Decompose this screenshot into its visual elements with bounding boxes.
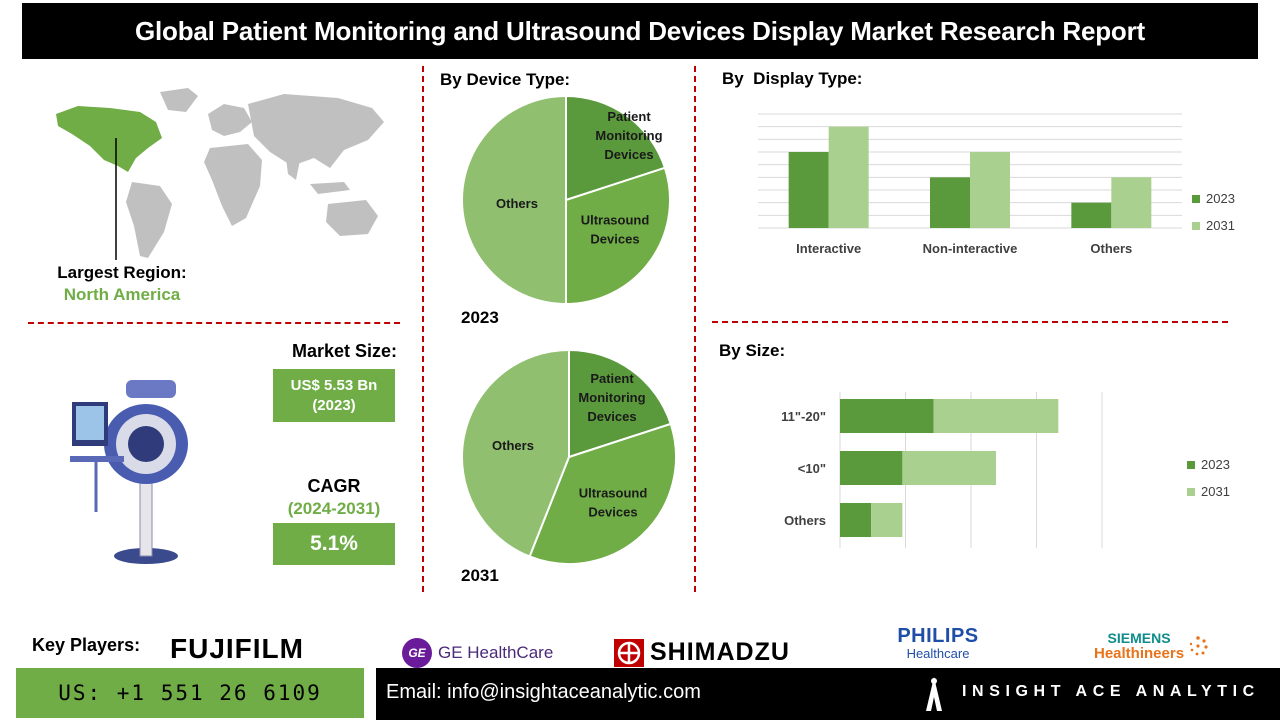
size-category-label: Others	[784, 513, 826, 528]
philips-logo: PHILIPS Healthcare	[892, 625, 984, 663]
display-category-label: Others	[1090, 241, 1132, 256]
siemens-sub: Healthineers	[1094, 645, 1185, 662]
size-bar-2023-1	[840, 451, 903, 485]
display-legend-label-2023: 2023	[1206, 191, 1235, 206]
siemens-name: SIEMENS	[1107, 630, 1171, 646]
world-map	[56, 88, 384, 260]
size-bar-2031-2	[871, 503, 903, 537]
pie-chart-2031: Patient Monitoring Devices Ultrasound Device…	[460, 348, 677, 565]
philips-name: PHILIPS	[897, 625, 979, 647]
cagr-value: 5.1%	[273, 523, 395, 565]
display-type-title: By Display Type:	[722, 69, 863, 88]
shimadzu-emblem-icon	[614, 638, 644, 667]
pie-slice-2023-2	[461, 94, 567, 306]
greenland-shape	[160, 88, 198, 112]
display-bar-2023-2	[1071, 202, 1112, 228]
siemens-dots-icon	[1189, 636, 1208, 656]
pie-label-2023-1: Ultrasound Devices	[581, 213, 650, 247]
display-legend-swatch-2031	[1192, 222, 1200, 230]
display-category-label: Non-interactive	[923, 241, 1018, 256]
australia-shape	[326, 200, 378, 236]
display-bar-2023-1	[930, 177, 970, 228]
display-legend-label-2031: 2031	[1206, 218, 1235, 233]
footer-phone: US: +1 551 26 6109	[16, 668, 364, 718]
display-legend-swatch-2023	[1192, 195, 1200, 203]
pie-slice-2031-0	[568, 348, 673, 459]
ge-badge-icon: GE	[402, 638, 432, 668]
footer-brand: INSIGHT ACE ANALYTIC	[962, 683, 1260, 700]
footer-bar: Email: info@insightaceanalytic.com INSIG…	[376, 668, 1280, 720]
device-type-title: By Device Type:	[440, 70, 571, 89]
pie-label-2031-2: Others	[492, 438, 534, 453]
size-category-label: 11"-20"	[781, 409, 826, 424]
shimadzu-name: SHIMADZU	[650, 638, 790, 666]
size-bar-2023-0	[840, 399, 934, 433]
pie-label-2023-0: Patient Monitoring Devices	[595, 109, 662, 162]
size-legend-swatch-2023	[1187, 461, 1195, 469]
south-america-shape	[126, 182, 172, 258]
divider-right	[712, 321, 1228, 323]
ge-healthcare-name: GE HealthCare	[438, 643, 554, 662]
asia-shape	[248, 94, 384, 168]
ultrasound-machine-icon	[70, 380, 188, 564]
report-title: Global Patient Monitoring and Ultrasound…	[22, 3, 1258, 59]
size-bar-2031-0	[933, 399, 1059, 433]
size-title: By Size:	[719, 341, 786, 360]
fujifilm-logo: FUJIFILM	[170, 633, 304, 664]
size-bar-2031-1	[902, 451, 996, 485]
display-type-bar-chart: Interactive Non-interactive Others 2023 2031	[758, 113, 1235, 256]
divider-left	[28, 322, 400, 324]
pie-chart-2023: Patient Monitoring Devices Ultrasound Device…	[461, 94, 672, 306]
india-shape	[286, 158, 300, 180]
pie-label-2031-1: Ultrasound Devices	[579, 486, 648, 520]
size-bar-chart: 11"-20" <10" Others 2023 2031	[781, 392, 1230, 548]
africa-shape	[204, 144, 262, 226]
north-america-shape	[56, 106, 162, 172]
display-category-label: Interactive	[796, 241, 861, 256]
display-bar-2031-0	[828, 126, 869, 228]
key-players-label: Key Players:	[32, 635, 141, 655]
market-size-box: US$ 5.53 Bn (2023)	[273, 369, 395, 422]
siemens-healthineers-logo: SIEMENS Healthineers	[1094, 630, 1209, 662]
insight-ace-logo-icon	[926, 677, 942, 711]
cagr-label: CAGR	[307, 476, 361, 496]
pie-year-2031: 2031	[461, 566, 499, 585]
divider-vertical-right	[694, 66, 696, 592]
pie-slice-2023-1	[565, 166, 672, 306]
largest-region-value: North America	[63, 285, 181, 304]
pie-year-2023: 2023	[461, 308, 499, 327]
shimadzu-logo: SHIMADZU	[614, 638, 790, 667]
pie-slice-2031-2	[460, 348, 570, 558]
pie-slice-2023-0	[565, 94, 667, 202]
size-category-label: <10"	[798, 461, 826, 476]
ge-healthcare-logo: GE GE HealthCare	[402, 638, 553, 668]
europe-shape	[208, 104, 252, 136]
market-size-label: Market Size:	[291, 341, 397, 361]
display-bar-2031-1	[970, 152, 1010, 228]
size-legend-swatch-2031	[1187, 488, 1195, 496]
pie-label-2023-2: Others	[496, 196, 538, 211]
display-bar-2031-2	[1111, 177, 1152, 228]
market-size-year: (2023)	[312, 396, 356, 414]
divider-vertical-left	[422, 66, 424, 592]
indonesia-shape	[310, 182, 350, 194]
size-bar-2023-2	[840, 503, 872, 537]
pie-label-2031-0: Patient Monitoring Devices	[578, 371, 645, 424]
size-legend-label-2031: 2031	[1201, 484, 1230, 499]
largest-region-label: Largest Region:	[57, 263, 187, 282]
cagr-period: (2024-2031)	[287, 499, 381, 518]
display-bar-2023-0	[788, 152, 829, 228]
pie-slice-2031-1	[528, 422, 677, 565]
philips-sub: Healthcare	[906, 646, 970, 661]
footer-email: Email: info@insightaceanalytic.com	[386, 681, 701, 703]
size-legend-label-2023: 2023	[1201, 457, 1230, 472]
market-size-value: US$ 5.53 Bn	[290, 376, 378, 394]
